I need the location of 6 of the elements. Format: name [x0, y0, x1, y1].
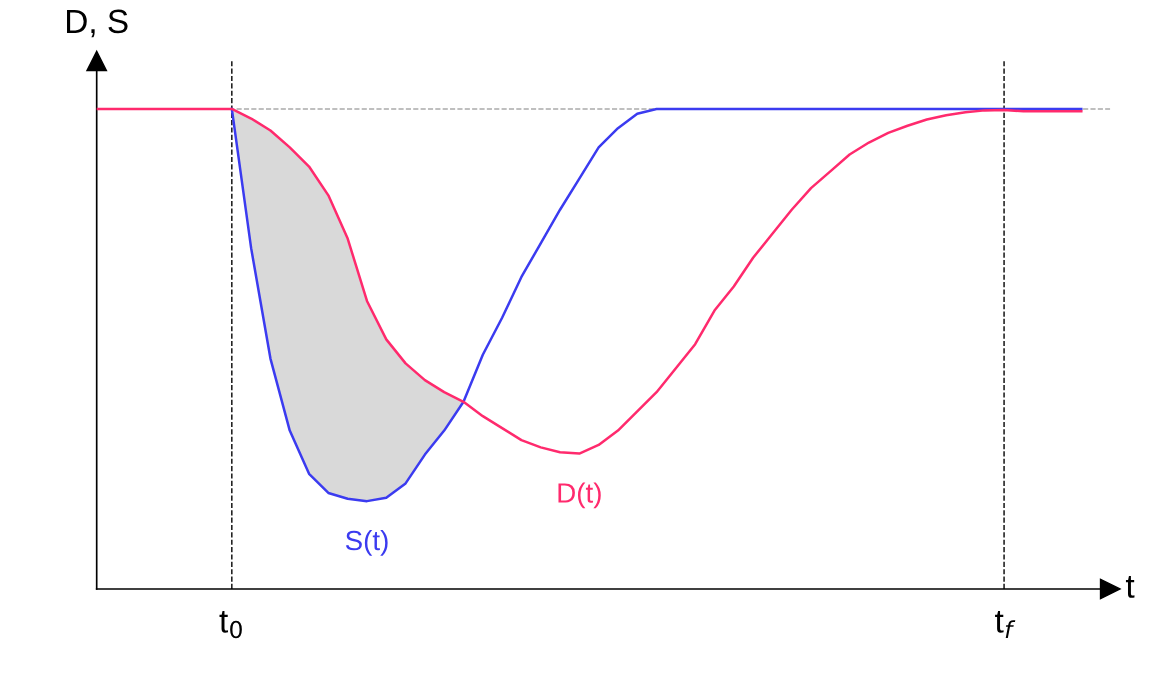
series-label: S(t)	[345, 529, 388, 556]
x-tick-label: t$_{0}$	[219, 610, 242, 639]
y-axis-title: D, S	[67, 9, 128, 38]
x-tick-label: t$_{f}$	[995, 610, 1016, 638]
series-label: D(t)	[558, 482, 601, 509]
x-axis-title: t	[1125, 576, 1135, 598]
